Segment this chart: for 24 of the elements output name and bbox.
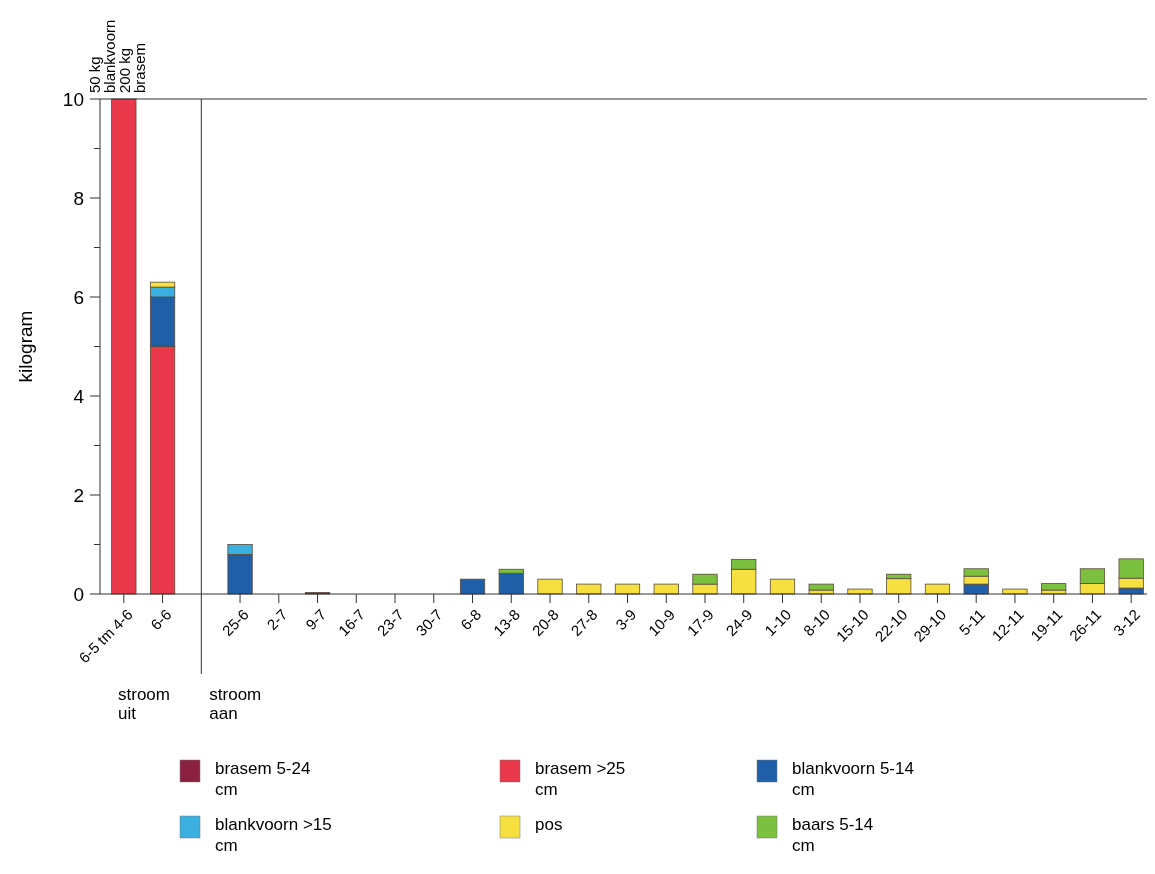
text: stroom aan [209,685,262,723]
y-tick-label: 0 [73,583,84,605]
text: stroom uit [118,685,170,723]
x-tick-label: 6-5 tm 4-6 [75,605,136,667]
text: 50 kg blankvoorn [85,19,118,93]
x-tick-label: 5-11 [955,605,989,639]
legend-label: brasem >25 cm [535,759,626,799]
y-axis-title: kilogram [15,310,36,383]
x-tick-label: 6-8 [457,605,485,634]
y-tick-label: 8 [73,187,84,209]
legend-label: blankvoorn >15 cm [215,815,332,855]
legend-label: brasem 5-24 cm [215,759,311,799]
text: 200 kg brasem [115,42,148,93]
y-tick-label: 6 [73,286,84,308]
y-tick-label: 4 [73,385,85,407]
x-tick-label: 3-9 [611,605,640,634]
legend-label: pos [535,815,563,834]
y-tick-label: 2 [73,484,84,506]
y-tick-label: 10 [62,88,84,110]
legend-label: blankvoorn 5-14 cm [792,759,914,799]
x-tick-label: 6-6 [147,605,175,634]
x-tick-label: 2-7 [263,605,291,634]
legend-label: baars 5-14 cm [792,815,874,855]
x-tick-label: 9-7 [302,605,330,634]
